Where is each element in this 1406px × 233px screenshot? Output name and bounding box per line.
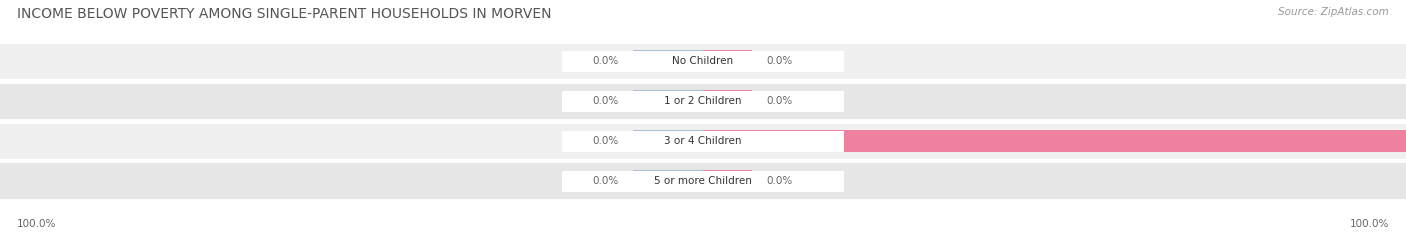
Bar — [633, 130, 703, 152]
Text: 0.0%: 0.0% — [766, 56, 793, 66]
Text: No Children: No Children — [672, 56, 734, 66]
Bar — [703, 50, 752, 72]
Bar — [0, 164, 1406, 199]
Bar — [562, 51, 844, 72]
Text: 5 or more Children: 5 or more Children — [654, 176, 752, 186]
Text: 0.0%: 0.0% — [766, 96, 793, 106]
Bar — [633, 50, 703, 72]
Bar — [633, 90, 703, 112]
Bar — [703, 90, 752, 112]
Text: INCOME BELOW POVERTY AMONG SINGLE-PARENT HOUSEHOLDS IN MORVEN: INCOME BELOW POVERTY AMONG SINGLE-PARENT… — [17, 7, 551, 21]
Bar — [703, 130, 1406, 152]
Text: Source: ZipAtlas.com: Source: ZipAtlas.com — [1278, 7, 1389, 17]
Text: 100.0%: 100.0% — [1350, 219, 1389, 229]
Bar — [633, 170, 703, 192]
Text: 100.0%: 100.0% — [17, 219, 56, 229]
Bar — [703, 170, 752, 192]
Text: 3 or 4 Children: 3 or 4 Children — [664, 136, 742, 146]
Text: 0.0%: 0.0% — [592, 96, 619, 106]
Bar — [562, 171, 844, 192]
Bar — [562, 131, 844, 152]
Text: 0.0%: 0.0% — [766, 176, 793, 186]
Text: 0.0%: 0.0% — [592, 136, 619, 146]
Bar — [0, 123, 1406, 159]
Text: 0.0%: 0.0% — [592, 56, 619, 66]
Text: 0.0%: 0.0% — [592, 176, 619, 186]
Bar — [0, 84, 1406, 119]
Text: 1 or 2 Children: 1 or 2 Children — [664, 96, 742, 106]
Bar — [562, 91, 844, 112]
Bar — [0, 44, 1406, 79]
